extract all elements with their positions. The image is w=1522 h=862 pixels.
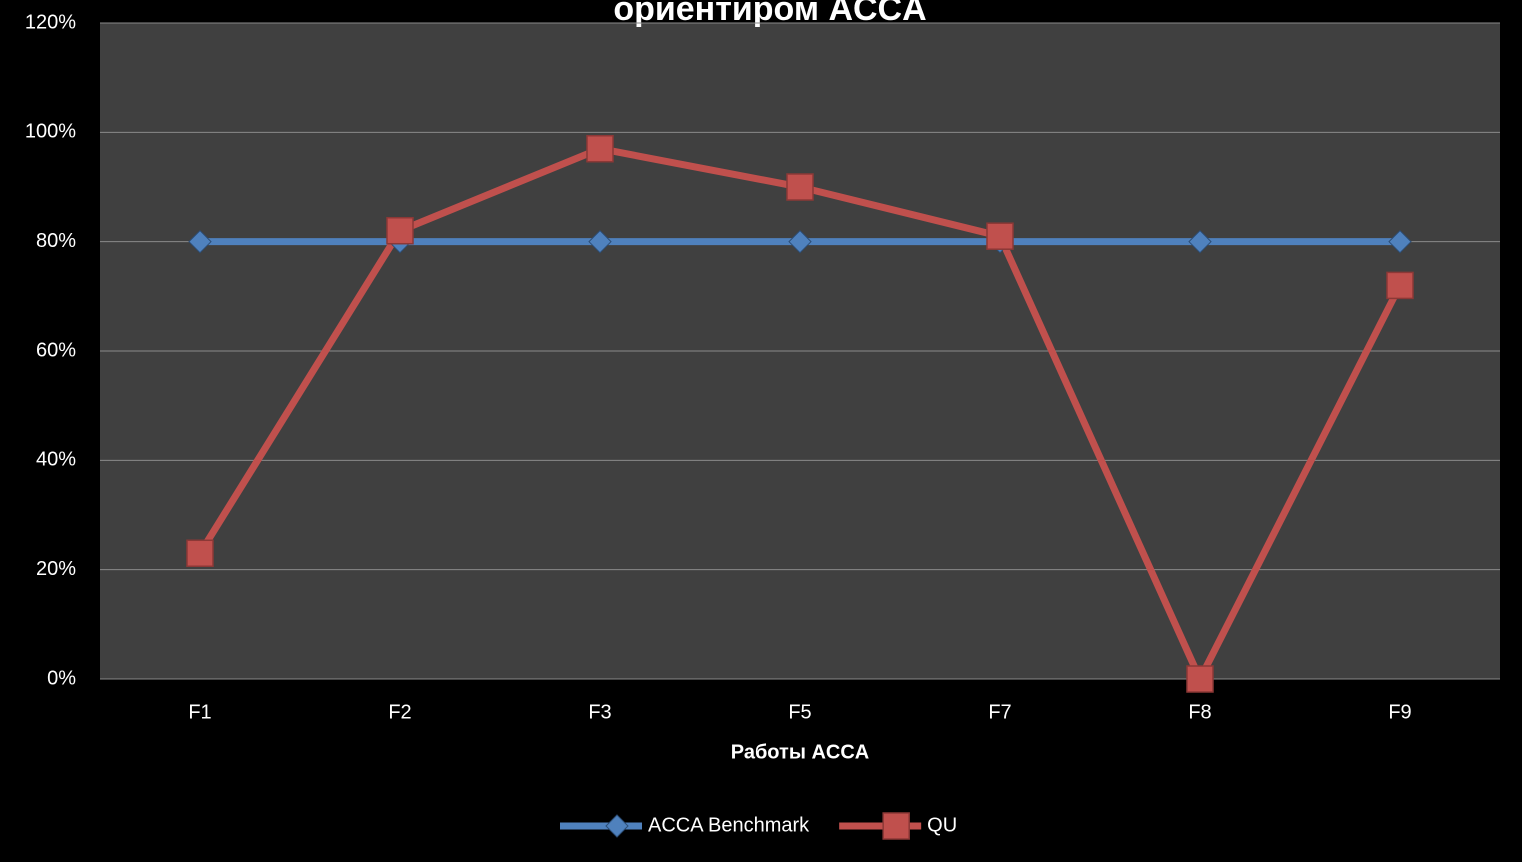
data-point — [586, 134, 614, 163]
legend-marker — [605, 814, 629, 838]
data-point — [188, 229, 212, 254]
data-point — [986, 222, 1014, 250]
y-tick-label: 120% — [25, 11, 76, 33]
data-point — [786, 173, 814, 201]
legend-marker — [882, 812, 910, 840]
x-tick-label: F9 — [1388, 701, 1411, 723]
data-point — [1386, 271, 1414, 300]
y-tick-label: 40% — [36, 449, 76, 471]
data-point — [386, 216, 414, 245]
data-point — [186, 539, 214, 568]
y-tick-label: 60% — [36, 339, 76, 361]
legend-label: ACCA Benchmark — [648, 814, 810, 836]
x-axis-title: Работы ACCA — [731, 741, 869, 763]
data-point — [1186, 665, 1214, 693]
chart-title: ориентиром ACCA — [613, 0, 926, 28]
x-tick-label: F7 — [988, 701, 1011, 723]
data-point — [1188, 229, 1212, 254]
y-tick-label: 0% — [47, 667, 76, 689]
x-tick-label: F5 — [788, 701, 811, 723]
legend-label: QU — [927, 814, 957, 836]
x-tick-label: F1 — [188, 701, 211, 723]
x-tick-label: F8 — [1188, 701, 1211, 723]
x-tick-label: F2 — [388, 701, 411, 723]
x-tick-label: F3 — [588, 701, 611, 723]
data-point — [588, 229, 612, 254]
y-tick-label: 20% — [36, 558, 76, 580]
data-point — [788, 229, 812, 254]
y-tick-label: 100% — [25, 121, 76, 143]
y-tick-label: 80% — [36, 230, 76, 252]
data-point — [1388, 229, 1412, 254]
